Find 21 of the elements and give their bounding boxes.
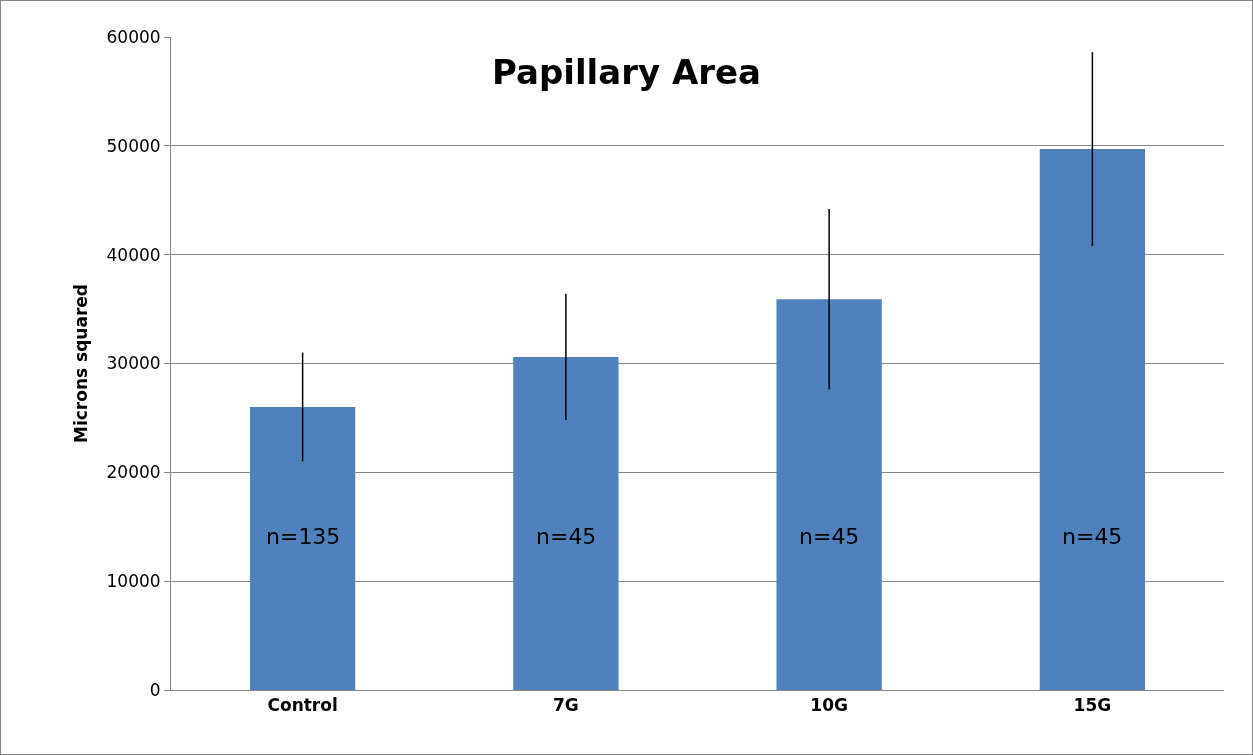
annotation: n=45	[799, 524, 860, 549]
y-tick-label: 40000	[106, 244, 161, 265]
y-tick-label: 0	[149, 679, 161, 700]
y-tick-label: 60000	[106, 26, 161, 47]
bar	[1039, 149, 1146, 690]
y-tick-label: 10000	[106, 571, 161, 592]
annotation: n=135	[266, 524, 341, 549]
bar	[513, 356, 619, 690]
bar	[776, 299, 882, 690]
y-tick-label: 20000	[106, 462, 161, 483]
y-tick-label: 30000	[106, 353, 161, 374]
x-tick-label: Control	[267, 695, 338, 716]
text: Papillary Area	[491, 51, 762, 92]
annotation: n=45	[536, 524, 597, 549]
bar	[249, 407, 356, 690]
annotation: n=45	[1062, 524, 1123, 549]
y-axis-title: Microns squared	[71, 284, 92, 443]
x-tick-label: 10G	[810, 695, 848, 716]
x-tick-label: 15G	[1073, 695, 1112, 716]
y-tick-label: 50000	[106, 135, 161, 156]
x-tick-label: 7G	[552, 695, 579, 716]
